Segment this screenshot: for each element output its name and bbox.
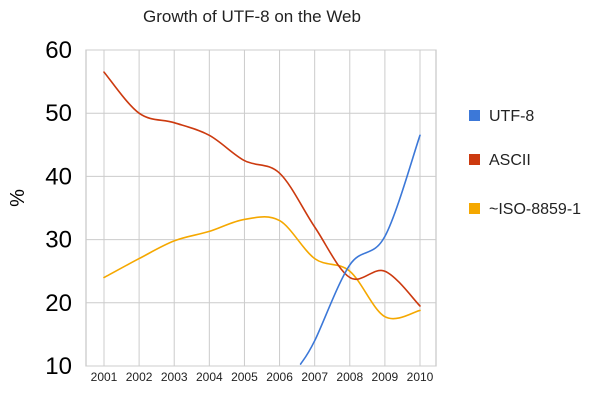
- x-tick-label: 2004: [196, 370, 223, 384]
- y-tick-label: 40: [45, 163, 72, 190]
- x-tick-label: 2002: [126, 370, 153, 384]
- y-axis-label: %: [7, 189, 29, 207]
- chart-title: Growth of UTF-8 on the Web: [143, 7, 361, 26]
- legend-swatch-iso-8859-1: [469, 203, 480, 214]
- x-tick-label: 2007: [301, 370, 328, 384]
- y-tick-label: 50: [45, 100, 72, 127]
- series-line-iso-8859-1: [103, 216, 421, 320]
- y-tick-label: 20: [45, 290, 72, 317]
- x-tick-label: 2008: [336, 370, 363, 384]
- series-line-ascii: [103, 71, 421, 307]
- y-tick-label: 60: [45, 37, 72, 64]
- legend-swatch-utf-8: [469, 110, 480, 121]
- x-tick-label: 2001: [91, 370, 118, 384]
- legend-label-ascii: ASCII: [489, 152, 531, 169]
- x-tick-label: 2009: [372, 370, 399, 384]
- y-tick-label: 30: [45, 227, 72, 254]
- y-tick-label: 10: [45, 353, 72, 380]
- x-tick-label: 2005: [231, 370, 258, 384]
- plot-frame: [85, 49, 437, 367]
- legend-label-iso-8859-1: ~ISO-8859-1: [489, 201, 581, 218]
- x-tick-label: 2006: [266, 370, 293, 384]
- plot-area: 10 20 30 40 50 60 2001 2002 2003 2004 2005 2006 2007…: [45, 37, 437, 384]
- x-tick-label: 2010: [407, 370, 434, 384]
- legend-swatch-ascii: [469, 154, 480, 165]
- legend: UTF-8 ASCII ~ISO-8859-1: [469, 108, 581, 218]
- legend-label-utf-8: UTF-8: [489, 108, 534, 125]
- series-line-utf-8: [299, 134, 421, 365]
- x-tick-label: 2003: [161, 370, 188, 384]
